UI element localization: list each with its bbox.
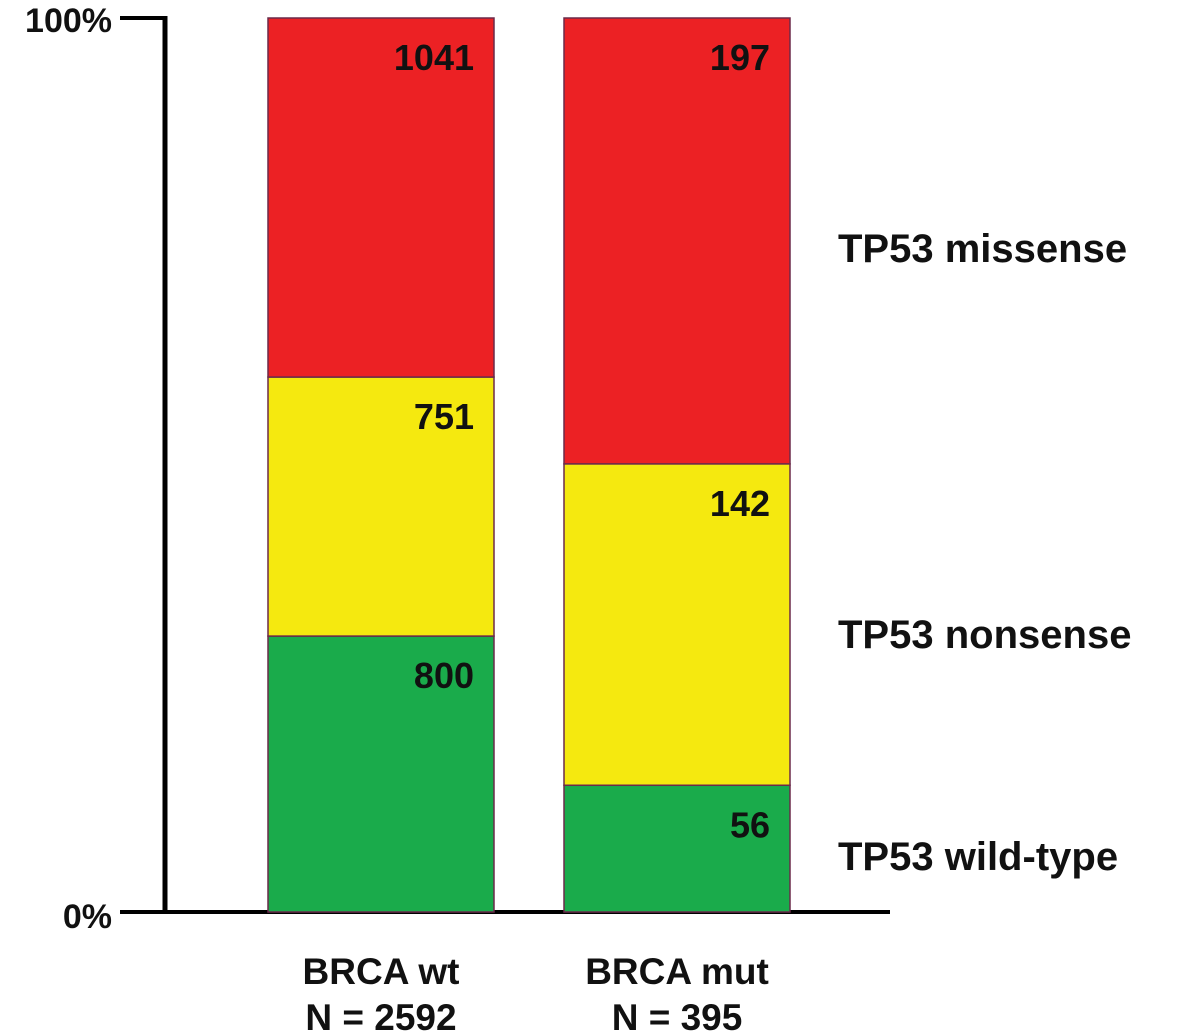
value-label-brca-wt-tp53-nonsense: 751: [414, 396, 474, 437]
bar-segment-brca-wt-tp53-wild-type: [267, 635, 495, 913]
bar-segment-brca-wt-tp53-nonsense: [267, 376, 495, 637]
bar-segment-brca-mut-tp53-missense: [563, 17, 791, 465]
legend-label-wild-type: TP53 wild-type: [838, 835, 1118, 879]
value-label-brca-wt-tp53-wild-type: 800: [414, 655, 474, 696]
bar-segment-brca-wt-tp53-missense: [267, 17, 495, 378]
bar-segment-brca-mut-tp53-nonsense: [563, 463, 791, 787]
value-label-brca-mut-tp53-wild-type: 56: [730, 804, 770, 845]
value-label-brca-mut-tp53-missense: 197: [710, 37, 770, 78]
category-labels: BRCA wt N = 2592 BRCA mut N = 395: [303, 951, 769, 1036]
legend-label-missense: TP53 missense: [838, 227, 1127, 271]
legend-label-nonsense: TP53 nonsense: [838, 613, 1131, 657]
y-tick-label-100: 100%: [25, 2, 112, 40]
category-label-brca-mut: BRCA mut: [585, 951, 769, 992]
value-label-brca-wt-tp53-missense: 1041: [394, 37, 474, 78]
category-label-brca-wt: BRCA wt: [303, 951, 460, 992]
bar-segment-brca-mut-tp53-wild-type: [563, 784, 791, 913]
bars: 800 751 1041 56 142 197: [267, 17, 791, 913]
legend: TP53 missense TP53 nonsense TP53 wild-ty…: [838, 227, 1131, 879]
value-label-brca-mut-tp53-nonsense: 142: [710, 483, 770, 524]
category-n-brca-wt: N = 2592: [305, 997, 456, 1036]
category-n-brca-mut: N = 395: [612, 997, 743, 1036]
y-tick-label-0: 0%: [63, 898, 112, 936]
